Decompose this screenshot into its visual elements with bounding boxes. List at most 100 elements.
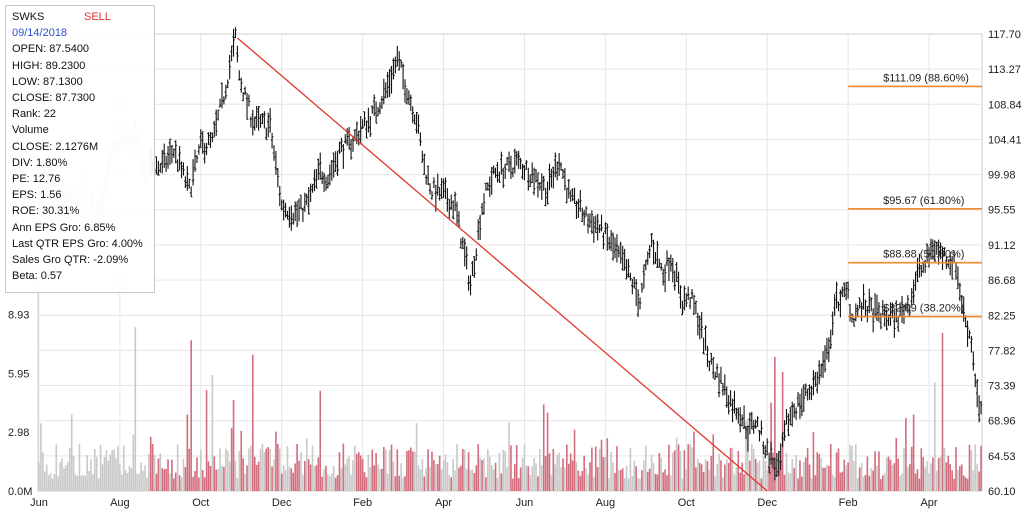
volume-bar <box>891 465 894 491</box>
volume-bar <box>926 460 928 491</box>
volume-bar <box>866 456 869 491</box>
volume-bar <box>124 470 127 491</box>
ticker-symbol: SWKS <box>12 11 45 23</box>
volume-bar <box>569 453 572 491</box>
volume-bar <box>173 478 175 491</box>
volume-bar <box>562 458 564 491</box>
volume-bar <box>167 459 169 491</box>
volume-bar <box>338 452 341 491</box>
volume-bar <box>587 474 589 491</box>
volume-bar <box>704 458 707 491</box>
volume-bar <box>51 478 54 491</box>
volume-bar <box>88 470 90 491</box>
volume-bar <box>845 465 847 491</box>
volume-bar <box>344 464 347 491</box>
volume-bar <box>706 461 709 491</box>
volume-bar <box>61 458 63 491</box>
volume-bar <box>515 445 518 491</box>
volume-bar <box>84 475 87 491</box>
info-row: Ann EPS Gro: 6.85% <box>12 221 116 234</box>
volume-bar <box>371 449 374 491</box>
volume-bar <box>365 477 368 491</box>
price-tick-label: 117.70 <box>988 29 1021 41</box>
volume-bar <box>535 463 537 491</box>
volume-bar <box>862 476 865 491</box>
volume-bar <box>415 423 418 491</box>
volume-bar <box>720 460 722 491</box>
volume-bar <box>144 465 146 491</box>
volume-bar <box>774 356 776 491</box>
volume-bar <box>198 477 200 491</box>
volume-bar <box>953 478 955 491</box>
volume-bar <box>263 452 266 491</box>
volume-bar <box>641 470 643 491</box>
volume-bar <box>702 472 705 491</box>
volume-bar <box>567 463 570 491</box>
volume-bar <box>369 467 372 491</box>
volume-bar <box>230 428 233 491</box>
volume-bar <box>783 474 786 491</box>
volume-bar <box>367 454 370 491</box>
volume-bar <box>908 464 911 491</box>
volume-bar <box>458 467 460 491</box>
volume-bar <box>756 462 759 491</box>
volume-bar <box>889 459 892 491</box>
volume-bar <box>612 462 614 491</box>
info-row: ROE: 30.31% <box>12 205 80 218</box>
volume-bar <box>47 475 50 491</box>
volume-bar <box>469 470 472 491</box>
volume-bar <box>829 444 832 491</box>
volume-bar <box>616 446 618 491</box>
volume-bar <box>488 456 491 491</box>
volume-bar <box>251 354 254 491</box>
volume-bar <box>760 478 763 491</box>
volume-bar <box>910 446 913 491</box>
volume-bar <box>277 443 279 491</box>
price-tick-label: 99.98 <box>988 170 1016 182</box>
volume-bar <box>964 477 967 491</box>
volume-bar <box>496 478 499 491</box>
volume-bar <box>280 473 283 491</box>
signal-label: SELL <box>84 11 111 23</box>
volume-bar <box>733 474 736 491</box>
volume-bar <box>327 473 329 491</box>
volume-bar <box>512 478 514 491</box>
volume-bar <box>159 453 162 491</box>
volume-bar <box>244 473 246 491</box>
info-row: DIV: 1.80% <box>12 156 68 169</box>
volume-bar <box>537 476 539 491</box>
volume-bar <box>779 462 782 491</box>
volume-bar <box>575 461 578 491</box>
volume-bar <box>723 464 726 491</box>
volume-bar <box>40 423 42 491</box>
volume-bar <box>383 447 385 491</box>
price-tick-label: 86.68 <box>988 275 1016 287</box>
x-tick-label: Apr <box>435 497 452 509</box>
volume-bar <box>250 445 252 491</box>
volume-bar <box>835 452 838 491</box>
volume-bar <box>132 434 135 491</box>
volume-bar <box>342 443 345 491</box>
volume-bar <box>427 449 429 491</box>
volume-bar <box>379 468 381 491</box>
x-tick-label: Oct <box>192 497 209 509</box>
volume-bar <box>240 430 243 491</box>
volume-bar <box>610 451 612 491</box>
price-tick-label: 77.82 <box>988 345 1016 357</box>
info-row: CLOSE: 87.7300 <box>12 92 96 105</box>
volume-bar <box>517 478 520 491</box>
volume-bar <box>42 452 44 491</box>
volume-bar <box>693 431 695 491</box>
volume-bar <box>171 459 173 491</box>
volume-bar <box>431 451 433 491</box>
volume-bar <box>677 444 680 491</box>
volume-bar <box>654 473 657 491</box>
volume-bar <box>352 460 354 491</box>
volume-bar <box>487 449 489 491</box>
volume-bar <box>895 437 898 491</box>
volume-bar <box>246 465 248 491</box>
volume-bar <box>741 462 743 491</box>
volume-bar <box>791 458 794 491</box>
volume-bar <box>758 460 761 491</box>
volume-bar <box>74 474 77 491</box>
